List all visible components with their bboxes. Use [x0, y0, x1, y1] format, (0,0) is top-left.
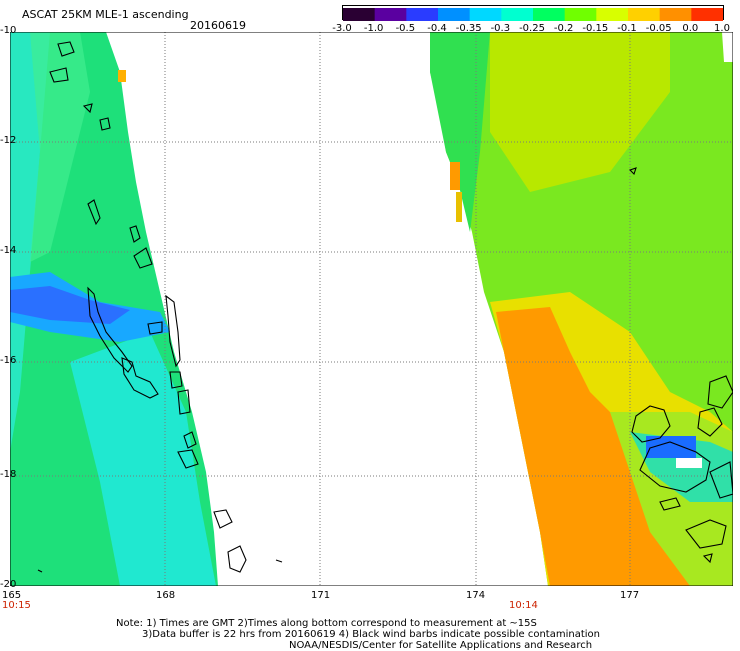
pass-time-right: 10:14 [509, 600, 538, 611]
colorbar-segment [533, 8, 566, 21]
left-swath [10, 32, 218, 586]
note-line-3: NOAA/NESDIS/Center for Satellite Applica… [289, 640, 593, 651]
lon-label: 168 [156, 590, 176, 601]
colorbar-tick-label: -0.4 [427, 23, 447, 34]
colorbar-tick-label: -3.0 [332, 23, 352, 34]
lat-label: -20 [0, 579, 17, 590]
product-date: 20160619 [190, 19, 246, 32]
colorbar-segment [406, 8, 439, 21]
note-line-1: Note: 1) Times are GMT 2)Times along bot… [116, 618, 537, 629]
colorbar [342, 5, 724, 21]
lat-label: -12 [0, 135, 17, 146]
colorbar-segment [564, 8, 597, 21]
lon-label: 174 [466, 590, 486, 601]
colorbar-tick-label: -0.05 [645, 23, 672, 34]
colorbar-segment [469, 8, 502, 21]
lon-label: 177 [620, 590, 640, 601]
graticule [10, 32, 733, 586]
coastlines [37, 41, 733, 573]
swath-map [10, 32, 733, 586]
lon-label: 171 [311, 590, 331, 601]
colorbar-segment [374, 8, 407, 21]
colorbar-segment [659, 8, 692, 21]
colorbar-tick-label: -0.5 [395, 23, 416, 34]
colorbar-tick-labels: -3.0 -1.0 -0.5 -0.4 -0.35 -0.3 -0.25 -0.2 -0.15-… [330, 23, 735, 37]
colorbar-segment [438, 8, 471, 21]
lat-label: -16 [0, 355, 17, 366]
lat-label: -10 [0, 25, 17, 36]
colorbar-tick-label: -0.25 [519, 23, 545, 34]
pass-time-left: 10:15 [2, 600, 31, 611]
lat-label: -14 [0, 245, 17, 256]
colorbar-segment [343, 8, 376, 21]
colorbar-tick-label: -0.1 [617, 23, 637, 34]
colorbar-tick-label: 0.0 [682, 23, 699, 34]
lon-label: 165 [2, 590, 22, 601]
colorbar-tick-label: -0.15 [582, 23, 609, 34]
colorbar-tick-label: 1.0 [714, 23, 730, 34]
colorbar-segment [691, 8, 724, 21]
colorbar-tick-label: -1.0 [363, 23, 384, 34]
colorbar-segment [501, 8, 534, 21]
note-line-2: 3)Data buffer is 22 hrs from 20160619 4)… [142, 629, 600, 640]
colorbar-gradient [343, 8, 724, 21]
right-swath [430, 32, 733, 586]
lat-label: -18 [0, 469, 17, 480]
colorbar-tick-label: -0.2 [553, 23, 574, 34]
colorbar-segment [628, 8, 661, 21]
product-title: ASCAT 25KM MLE-1 ascending [22, 8, 189, 21]
colorbar-segment [596, 8, 629, 21]
colorbar-tick-label: -0.3 [490, 23, 511, 34]
colorbar-tick-label: -0.35 [455, 23, 482, 34]
